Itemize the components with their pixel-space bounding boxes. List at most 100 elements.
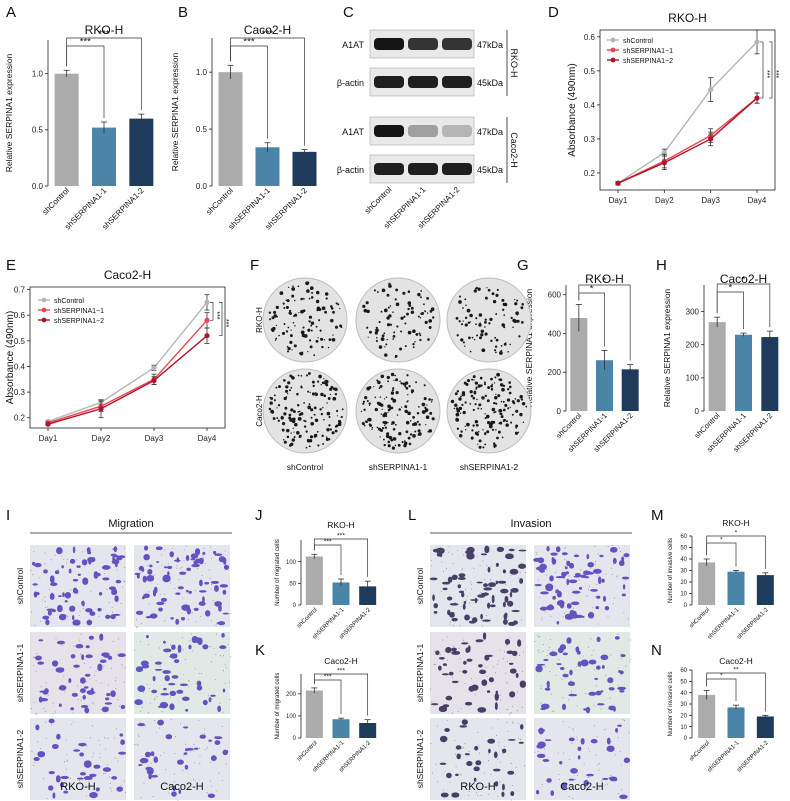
y-axis-label: Relative SERPINA1 expression [524, 288, 534, 407]
blot-band [442, 38, 472, 50]
y-tick-label: 20 [680, 713, 687, 719]
y-tick-label: 1.0 [32, 69, 44, 78]
stained-cells [134, 545, 230, 626]
chart-panel-D: RKO-H 0.2 0.3 0.4 0.5 0.6 Day1 Day2 Day3 Day4 Abso… [567, 11, 779, 205]
bar-shSERPINA1-2 [129, 118, 154, 186]
bar-shControl [54, 73, 79, 186]
section-title: Migration [108, 518, 153, 530]
y-tick-label: 0.2 [584, 169, 596, 178]
image-col-label: Caco2-H [160, 781, 203, 793]
y-axis-label: Relative SERPINA1 expression [170, 52, 180, 171]
y-tick-label: 40 [680, 691, 687, 697]
blot-band [408, 38, 438, 50]
significance-label: *** [337, 533, 345, 540]
data-point [708, 136, 714, 142]
blot-band [408, 163, 438, 175]
chart-panel-B: Caco2-H 0.0 0.5 1.0 Relative SERPINA1 expres… [170, 23, 317, 231]
significance-label: * [735, 530, 738, 537]
legend-swatch-point [41, 317, 47, 323]
panel-letter-M: M [651, 507, 664, 524]
blot-band [374, 163, 404, 175]
chart-panel-N: Caco2-H 0 10 20 30 40 50 60 Number of invasive c… [668, 656, 774, 774]
bar-shSERPINA1-2 [621, 369, 639, 411]
chart-title: Caco2-H [244, 23, 291, 37]
data-point [754, 39, 760, 45]
stained-cells [430, 632, 526, 713]
y-tick-label: 0.3 [14, 388, 26, 397]
colony-dot-path [360, 372, 435, 450]
y-tick-label: 100 [686, 374, 700, 383]
y-axis-label: Relative SERPINA1 expression [662, 288, 672, 407]
image-row-label: shSERPINA1-1 [15, 643, 25, 702]
data-point [204, 333, 210, 339]
legend-label: shSERPINA1−1 [54, 308, 104, 315]
blot-row-label: β-actin [337, 165, 364, 175]
significance-label: *** [324, 674, 332, 681]
y-tick-label: 0.0 [32, 182, 44, 191]
blot-kda-label: 45kDa [477, 165, 503, 175]
legend-swatch-point [610, 47, 616, 53]
x-tick-label: Day1 [39, 434, 58, 443]
colony-col-label: shSERPINA1-2 [460, 462, 519, 472]
colony-dots [450, 372, 528, 449]
y-tick-label: 300 [686, 307, 700, 316]
significance-label: *** [772, 70, 779, 78]
stained-cells [137, 719, 229, 799]
panel-letter-C: C [343, 4, 354, 21]
category-label: shControl [296, 740, 318, 762]
blot-row-label: A1AT [342, 127, 364, 137]
y-tick-label: 0 [684, 736, 688, 742]
significance-label: *** [213, 311, 220, 319]
chart-title: RKO-H [327, 520, 354, 530]
image-row-label: shSERPINA1-1 [415, 643, 425, 702]
y-tick-label: 60 [680, 534, 687, 540]
category-label: shControl [689, 607, 711, 629]
colony-dots [268, 281, 343, 357]
category-label: shControl [296, 607, 318, 629]
significance-label: * [720, 673, 723, 680]
legend-swatch-point [41, 297, 47, 303]
y-axis-label: Relative SERPINA1 expression [4, 53, 14, 172]
chart-title: Caco2-H [104, 268, 151, 282]
chart-panel-G: RKO-H 0 200 400 600 Relative SERPINA1 express… [524, 272, 639, 454]
series-line-shSERPINA1−2 [47, 335, 208, 425]
bar-shSERPINA1-2 [359, 586, 377, 605]
data-point [204, 299, 210, 305]
category-label: shControl [689, 740, 711, 762]
colony-well [446, 277, 532, 363]
legend-label: shSERPINA1−2 [54, 318, 104, 325]
y-tick-label: 50 [680, 679, 687, 685]
y-tick-label: 0.6 [14, 311, 26, 320]
microscopy-image [534, 632, 630, 714]
y-tick-label: 1.0 [196, 68, 208, 77]
x-tick-label: Day2 [655, 196, 674, 205]
chart-panel-H: Caco2-H 0 100 200 300 Relative SERPINA1 expre… [662, 272, 779, 454]
y-tick-label: 60 [680, 668, 687, 674]
bar-shSERPINA1-1 [596, 360, 613, 411]
section-title: Invasion [511, 518, 552, 530]
category-label: shSERPINA1-2 [736, 740, 770, 774]
significance-label: *** [98, 29, 109, 40]
blot-band [442, 125, 472, 137]
significance-label: * [603, 276, 607, 287]
chart-title: RKO-H [668, 11, 707, 25]
legend-swatch-point [610, 37, 616, 43]
y-tick-label: 0 [293, 736, 297, 742]
category-label: shControl [204, 186, 235, 217]
x-tick-label: Day3 [145, 434, 164, 443]
series-line-shSERPINA1−2 [617, 97, 758, 184]
y-tick-label: 30 [680, 702, 687, 708]
significance-label: ** [733, 667, 739, 674]
invasion-images-panel: Invasion shControl shSERPINA1-1 shSERPINA1-… [415, 518, 632, 801]
x-tick-label: Day4 [198, 434, 217, 443]
colony-row-label: Caco2-H [255, 395, 264, 427]
chart-title: RKO-H [585, 272, 624, 286]
significance-bracket [716, 283, 771, 328]
panel-letter-F: F [250, 257, 259, 274]
legend-label: shSERPINA1−1 [623, 48, 673, 55]
bar-shSERPINA1-2 [292, 151, 317, 186]
bar-shControl [570, 317, 588, 411]
category-label: shControl [40, 186, 71, 217]
bar-shSERPINA1-1 [92, 127, 116, 186]
panel-letter-E: E [6, 257, 16, 274]
